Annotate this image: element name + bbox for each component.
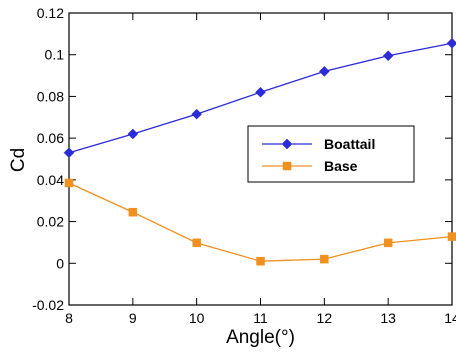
x-tick-label: 14 [444, 310, 456, 326]
y-tick-label: 0.08 [37, 88, 64, 104]
x-tick-label: 10 [189, 310, 205, 326]
legend-label-base: Base [324, 158, 358, 174]
series-boattail [63, 37, 456, 159]
legend-label-boattail: Boattail [324, 136, 375, 152]
boattail-point [127, 128, 139, 140]
x-tick-label: 8 [65, 310, 73, 326]
y-tick-label: 0 [56, 255, 64, 271]
x-tick-label: 12 [317, 310, 333, 326]
y-tick-label: -0.02 [32, 297, 64, 313]
x-tick-label: 13 [380, 310, 396, 326]
base-point [256, 256, 265, 266]
x-tick-label: 9 [129, 310, 137, 326]
base-point [64, 178, 74, 188]
x-axis-label: Angle(°) [226, 327, 295, 348]
y-tick-label: 0.04 [37, 172, 64, 188]
series-base [64, 178, 456, 266]
base-point [128, 207, 138, 217]
base-point [447, 232, 456, 241]
y-tick-label: 0.02 [37, 214, 64, 230]
y-tick-label: 0.1 [45, 47, 65, 63]
legend: Boattail Base [247, 125, 415, 183]
base-point [192, 238, 201, 248]
y-tick-label: 0.06 [37, 130, 64, 146]
legend-marker-boattail [281, 138, 293, 150]
base-line [68, 182, 453, 262]
base-point [320, 254, 329, 264]
boattail-point [446, 37, 456, 49]
boattail-point [382, 50, 394, 62]
legend-marker-base [282, 161, 292, 171]
y-axis-label: Cd [8, 148, 29, 172]
boattail-point [318, 66, 330, 77]
legend-box [247, 125, 415, 183]
boattail-point [191, 108, 203, 120]
x-tick-label: 11 [253, 310, 268, 326]
base-point [383, 238, 393, 248]
boattail-point [255, 86, 266, 98]
boattail-point [63, 147, 75, 159]
y-tick-label: 0.12 [37, 5, 64, 21]
